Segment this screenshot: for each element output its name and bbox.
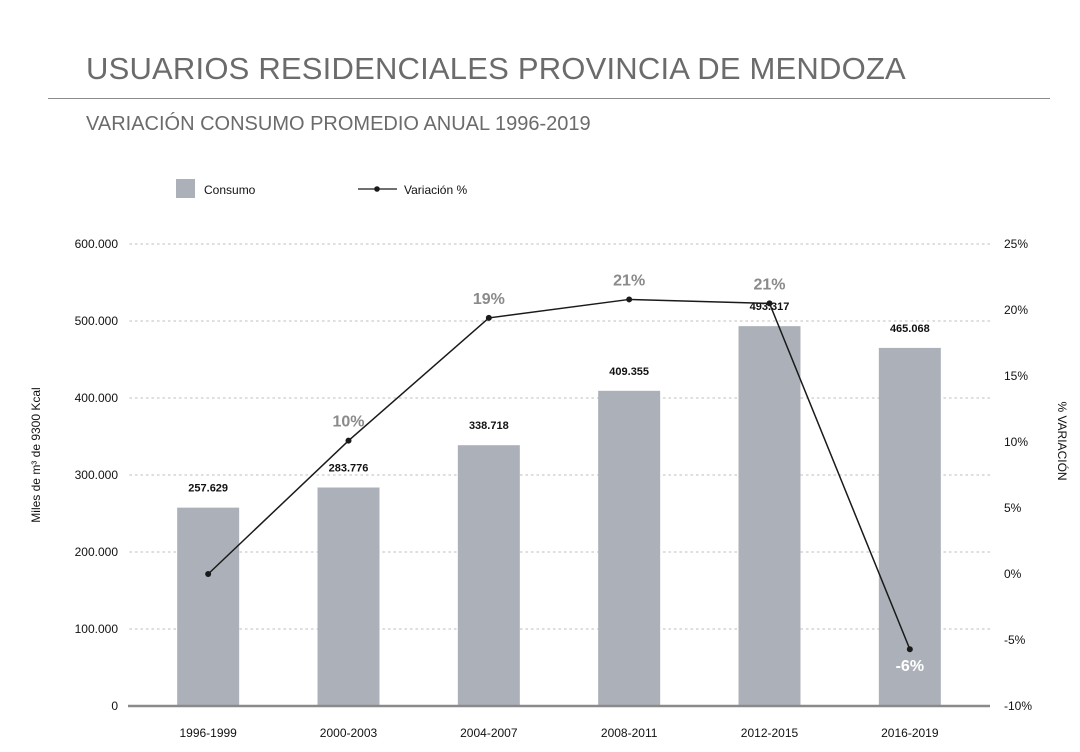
y2-tick-label: -10% xyxy=(1004,699,1032,713)
variacion-value-label: 21% xyxy=(613,272,645,289)
variacion-point xyxy=(906,646,913,653)
chart-subtitle: VARIACIÓN CONSUMO PROMEDIO ANUAL 1996-20… xyxy=(86,113,591,135)
bar-value-label: 338.718 xyxy=(469,420,509,432)
bar-consumo xyxy=(317,487,380,706)
bar-consumo xyxy=(598,390,661,706)
variacion-point xyxy=(205,571,212,577)
y-tick-label: 500.000 xyxy=(75,314,119,328)
y-tick-label: 400.000 xyxy=(75,391,119,405)
bar-consumo xyxy=(738,326,801,706)
chart-title: USUARIOS RESIDENCIALES PROVINCIA DE MEND… xyxy=(86,51,906,86)
legend-consumo-label: Consumo xyxy=(204,183,256,197)
bar-value-label: 493.317 xyxy=(750,301,790,313)
bar-value-label: 409.355 xyxy=(609,366,649,378)
y2-tick-label: -5% xyxy=(1004,633,1026,647)
y2-tick-label: 5% xyxy=(1004,501,1022,515)
bar-value-label: 257.629 xyxy=(188,483,228,495)
y2-tick-label: 20% xyxy=(1004,303,1028,317)
bar-value-label: 465.068 xyxy=(890,323,930,335)
x-tick-label: 2004-2007 xyxy=(460,726,518,740)
variacion-line xyxy=(207,298,911,650)
variacion-point xyxy=(766,300,773,307)
x-tick-label: 1996-1999 xyxy=(179,726,237,740)
x-tick-label: 2008-2011 xyxy=(601,726,658,740)
variacion-point xyxy=(626,296,633,303)
y2-tick-label: 15% xyxy=(1004,369,1028,383)
title-divider xyxy=(48,98,1050,99)
y-tick-label: 300.000 xyxy=(75,468,119,482)
y-tick-label: 200.000 xyxy=(75,545,119,559)
x-tick-label: 2000-2003 xyxy=(320,726,378,740)
legend-variacion-label: Variación % xyxy=(404,183,468,197)
bar-consumo xyxy=(457,445,520,706)
y2-tick-label: 25% xyxy=(1004,237,1028,251)
variacion-value-label: 10% xyxy=(332,414,364,431)
variacion-value-label: 21% xyxy=(753,276,785,293)
y-tick-label: 600.000 xyxy=(75,237,119,251)
x-tick-label: 2012-2015 xyxy=(741,726,799,740)
y2-tick-label: 10% xyxy=(1004,435,1028,449)
legend-consumo-swatch xyxy=(176,179,195,198)
legend-variacion-marker xyxy=(358,186,397,192)
y2-tick-label: 0% xyxy=(1004,567,1022,581)
bar-value-label: 283.776 xyxy=(329,462,369,474)
y-tick-label: 0 xyxy=(111,699,118,713)
variacion-point xyxy=(345,437,352,444)
y-tick-label: 100.000 xyxy=(75,622,119,636)
y-axis-title: Miles de m³ de 9300 Kcal xyxy=(29,387,43,522)
x-tick-label: 2016-2019 xyxy=(881,726,939,740)
bar-consumo xyxy=(878,347,941,706)
bar-consumo xyxy=(177,507,240,706)
variacion-value-label: -6% xyxy=(896,658,924,675)
y2-axis-title: % VARIACIÓN xyxy=(1055,401,1070,480)
variacion-point xyxy=(485,314,492,321)
variacion-value-label: 19% xyxy=(473,291,505,308)
